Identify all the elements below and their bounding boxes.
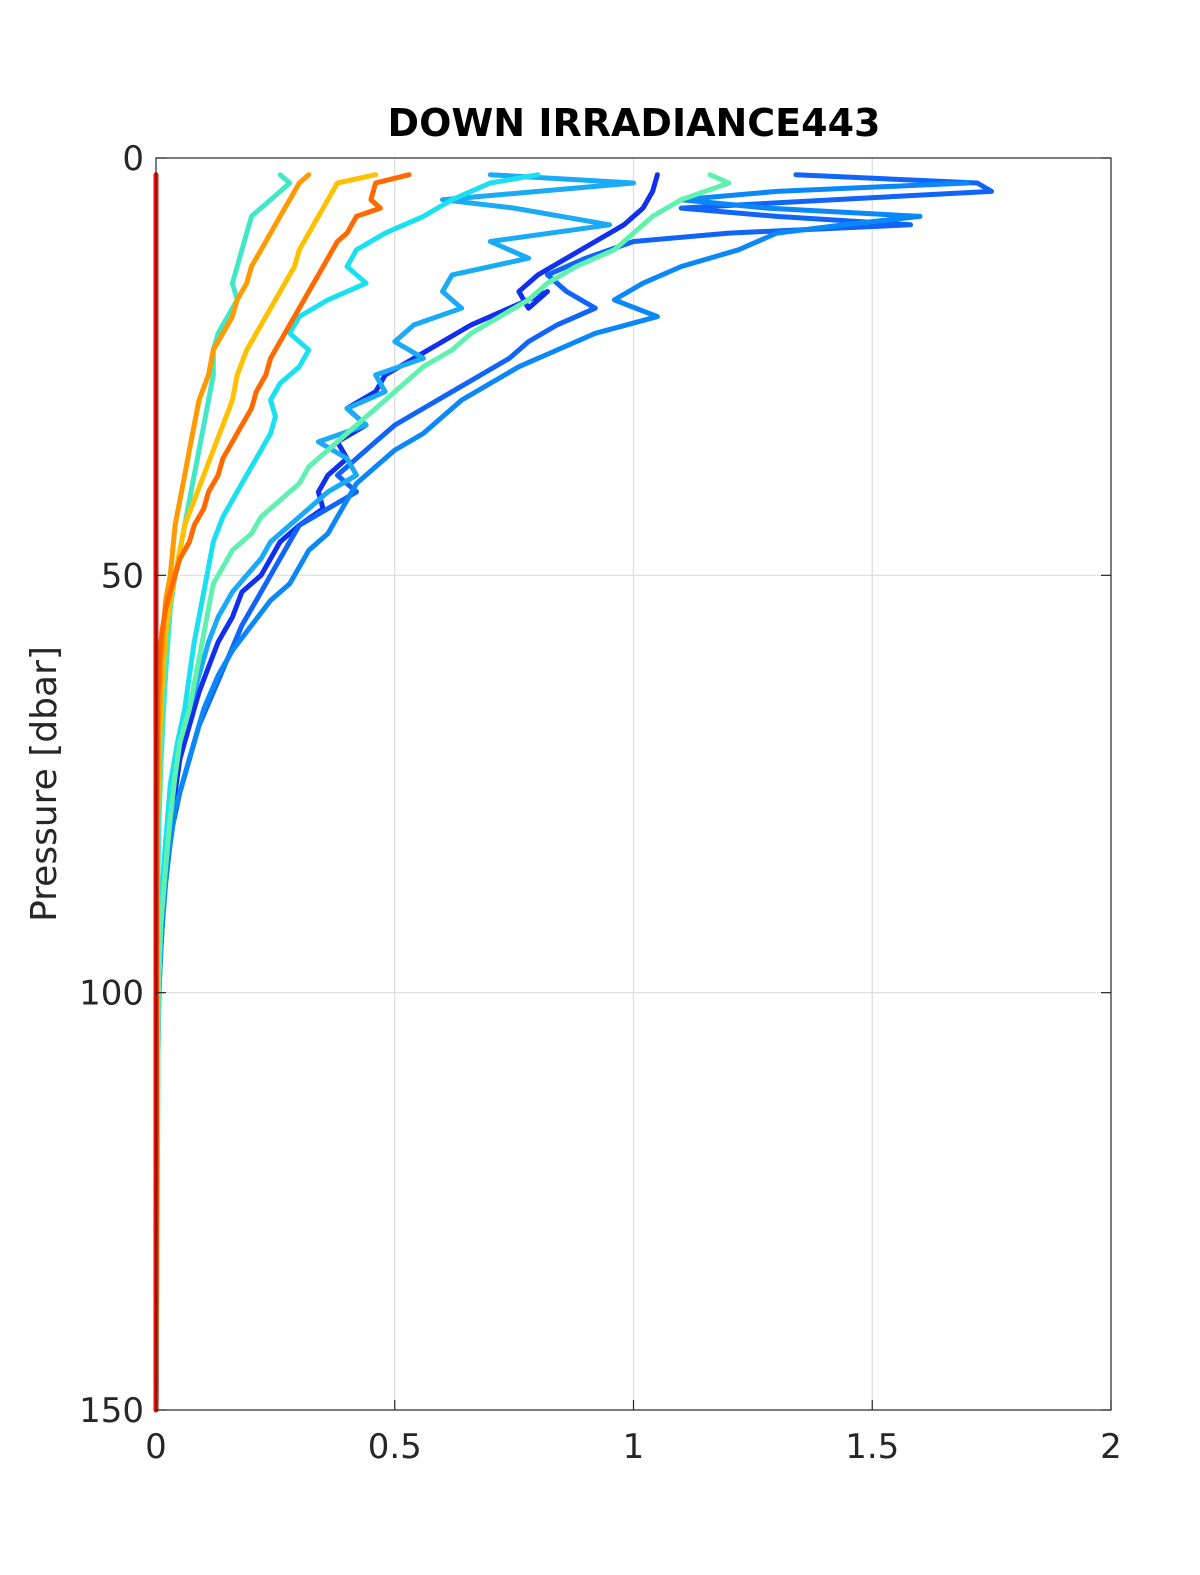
grid <box>156 158 1111 1410</box>
x-tick-label: 1.5 <box>845 1427 899 1467</box>
series-line-6 <box>153 172 732 1413</box>
series-line-7 <box>153 172 293 1413</box>
series-line-8 <box>153 172 379 1413</box>
series-line-10 <box>153 172 412 1413</box>
y-axis-label: Pressure [dbar] <box>24 646 65 922</box>
x-tick-label: 0 <box>145 1427 167 1467</box>
y-tick-label: 0 <box>122 139 144 179</box>
chart-title: DOWN IRRADIANCE443 <box>388 101 881 145</box>
x-tick-label: 2 <box>1100 1427 1122 1467</box>
series-line-1 <box>153 172 660 1413</box>
series-line-3 <box>153 180 971 1413</box>
y-tick-label: 100 <box>79 974 144 1014</box>
x-tick-label: 1 <box>623 1427 645 1467</box>
y-tick-label: 150 <box>79 1391 144 1431</box>
series-line-2 <box>153 172 995 1413</box>
series-line-5 <box>153 172 541 1413</box>
y-tick-label: 50 <box>101 556 144 596</box>
ticks: 0 0.5 1 1.5 2 0 50 100 150 <box>79 139 1122 1467</box>
x-tick-label: 0.5 <box>368 1427 422 1467</box>
series-layer <box>153 172 995 1413</box>
